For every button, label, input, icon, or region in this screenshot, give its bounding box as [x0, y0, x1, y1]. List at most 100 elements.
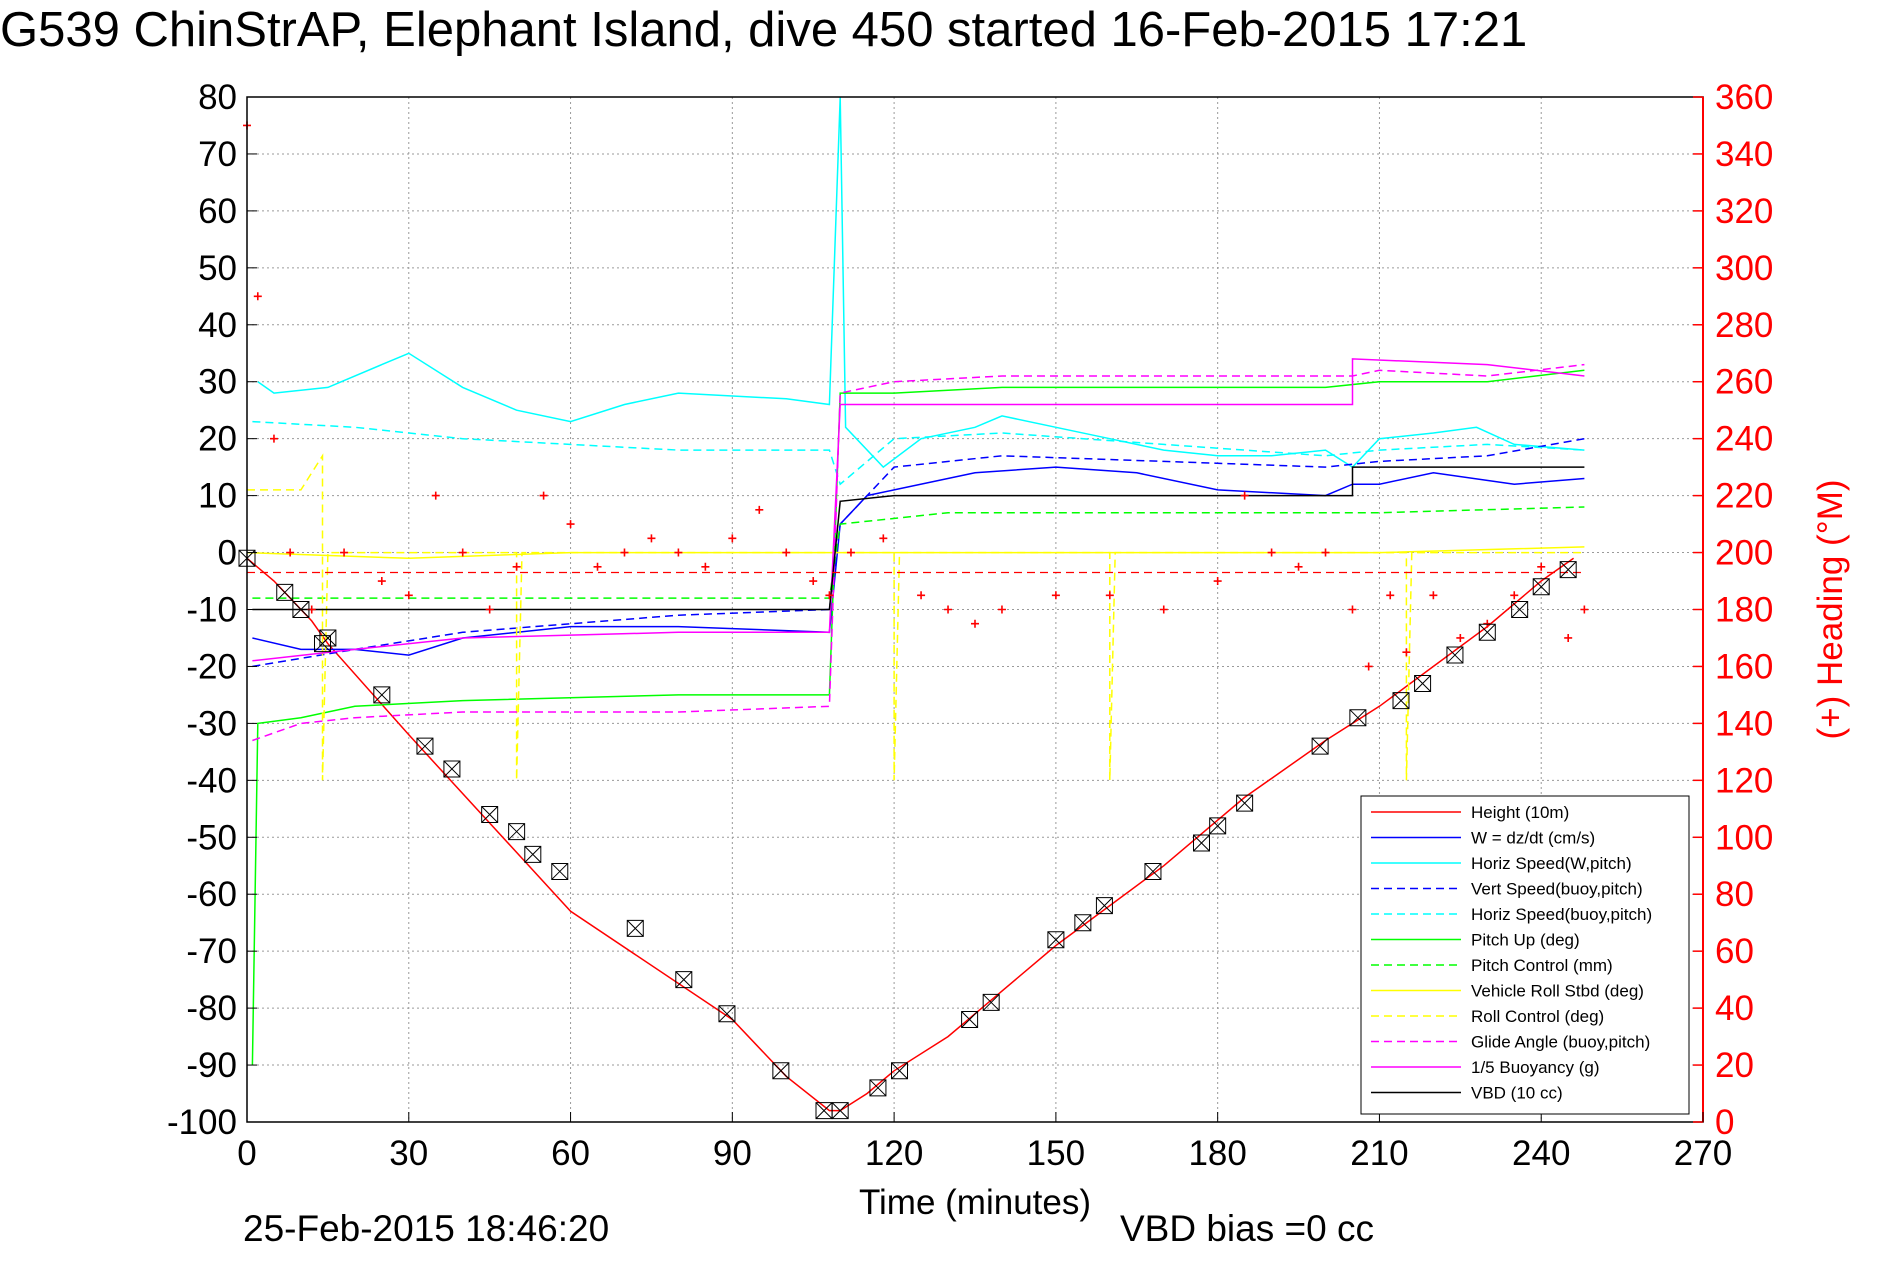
y-tick-label: -50 — [186, 818, 237, 857]
legend-label: VBD (10 cc) — [1471, 1084, 1563, 1103]
heading-point — [1213, 577, 1222, 586]
y-tick-label: -30 — [186, 704, 237, 743]
height-marker — [1095, 897, 1113, 915]
series-line-2 — [257, 96, 1585, 469]
heading-point — [701, 562, 710, 571]
heading-point — [782, 548, 791, 557]
height-marker — [1414, 675, 1432, 693]
y-tick-label: 10 — [198, 477, 237, 516]
x-tick-label: 30 — [389, 1134, 428, 1173]
y2-tick-label: 320 — [1715, 192, 1773, 231]
height-marker — [1559, 561, 1577, 579]
height-marker — [831, 1102, 849, 1120]
y-tick-label: -10 — [186, 591, 237, 630]
height-marker — [443, 760, 461, 778]
height-marker — [1074, 914, 1092, 932]
height-marker — [891, 1062, 909, 1080]
y2-tick-label: 140 — [1715, 704, 1773, 743]
height-marker — [869, 1079, 887, 1097]
y2-axis-label: (+) Heading (°M) — [1811, 479, 1850, 739]
y2-tick-label: 20 — [1715, 1046, 1754, 1085]
height-marker — [1392, 692, 1410, 710]
height-marker — [1236, 794, 1254, 812]
height-marker — [1192, 834, 1210, 852]
y2-tick-label: 200 — [1715, 534, 1773, 573]
heading-point — [728, 534, 737, 543]
heading-point — [879, 534, 888, 543]
heading-point — [1105, 591, 1114, 600]
y-tick-label: 70 — [198, 135, 237, 174]
heading-point — [647, 534, 656, 543]
heading-point — [944, 605, 953, 614]
height-marker — [508, 823, 526, 841]
x-tick-label: 180 — [1188, 1134, 1246, 1173]
heading-point — [377, 577, 386, 586]
x-tick-label: 270 — [1674, 1134, 1732, 1173]
y-tick-label: 30 — [198, 363, 237, 402]
height-marker — [524, 845, 542, 863]
heading-point — [1429, 591, 1438, 600]
height-marker — [551, 862, 569, 880]
y2-tick-label: 80 — [1715, 875, 1754, 914]
heading-point — [1483, 619, 1492, 628]
heading-point — [1267, 548, 1276, 557]
heading-point — [620, 548, 629, 557]
height-marker — [481, 806, 499, 823]
height-marker — [772, 1062, 790, 1080]
axes — [246, 96, 1704, 1123]
height-markers — [238, 549, 1577, 1120]
heading-point — [755, 505, 764, 514]
series-line-6 — [252, 506, 1585, 599]
heading-point — [404, 591, 413, 600]
legend: Height (10m) W = dz/dt (cm/s) Horiz Speed(… — [1360, 795, 1690, 1115]
heading-point — [917, 591, 926, 600]
x-tick-label: 120 — [865, 1134, 923, 1173]
y2-tick-label: 60 — [1715, 932, 1754, 971]
y-tick-label: 50 — [198, 249, 237, 288]
y2-tick-label: 220 — [1715, 477, 1773, 516]
y-tick-label: 40 — [198, 306, 237, 345]
height-marker — [1209, 817, 1227, 835]
y-tick-label: 60 — [198, 192, 237, 231]
legend-label: Glide Angle (buoy,pitch) — [1471, 1033, 1650, 1052]
y-tick-label: -100 — [167, 1103, 237, 1142]
heading-point — [269, 434, 278, 443]
heading-point — [997, 605, 1006, 614]
height-marker — [1511, 601, 1529, 618]
height-marker — [1349, 709, 1367, 727]
height-marker — [1047, 931, 1065, 949]
legend-label: Horiz Speed(W,pitch) — [1471, 854, 1632, 873]
height-marker — [416, 737, 434, 755]
legend-label: W = dz/dt (cm/s) — [1471, 829, 1595, 848]
y2-tick-label: 160 — [1715, 647, 1773, 686]
heading-point — [1510, 591, 1519, 600]
x-tick-label: 90 — [713, 1134, 752, 1173]
y2-tick-label: 120 — [1715, 761, 1773, 800]
y-tick-label: -80 — [186, 989, 237, 1028]
x-tick-label: 0 — [237, 1134, 256, 1173]
x-axis-label: Time (minutes) — [859, 1183, 1091, 1222]
heading-point — [1159, 605, 1168, 614]
heading-point — [1402, 648, 1411, 657]
x-tick-label: 60 — [551, 1134, 590, 1173]
height-marker — [1446, 646, 1464, 664]
heading-point — [458, 548, 467, 557]
y-tick-label: 0 — [218, 534, 237, 573]
heading-point — [566, 520, 575, 529]
y2-tick-label: 40 — [1715, 989, 1754, 1028]
y2-tick-label: 100 — [1715, 818, 1773, 857]
grid-lines — [247, 97, 1703, 1122]
y2-tick-label: 300 — [1715, 249, 1773, 288]
heading-point — [674, 548, 683, 557]
y-tick-label: -20 — [186, 647, 237, 686]
legend-label: Roll Control (deg) — [1471, 1007, 1604, 1026]
heading-point — [1321, 548, 1330, 557]
heading-point — [1580, 605, 1589, 614]
vbd-bias-note: VBD bias =0 cc — [1120, 1208, 1374, 1249]
series-line-3 — [252, 437, 1585, 668]
legend-label: Pitch Control (mm) — [1471, 956, 1613, 975]
plot-timestamp: 25-Feb-2015 18:46:20 — [243, 1208, 610, 1249]
heading-point — [1364, 662, 1373, 671]
height-marker — [1532, 578, 1550, 596]
